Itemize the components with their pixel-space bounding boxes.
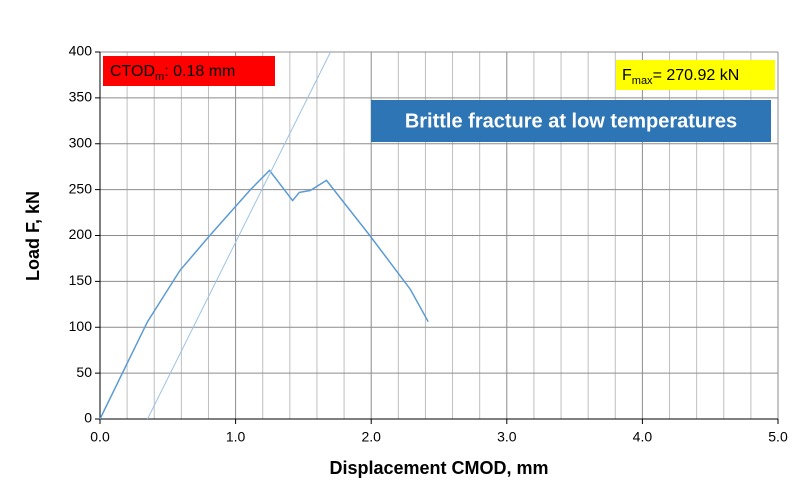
- y-tick-label: 150: [69, 272, 93, 288]
- fmax-rest: = 270.92 kN: [653, 67, 740, 84]
- y-axis-label: Load F, kN: [23, 191, 43, 281]
- ctod-annotation: CTODm: 0.18 mm: [110, 63, 235, 83]
- fmax-annotation: Fmax= 270.92 kN: [622, 67, 739, 87]
- data-line: [147, 51, 331, 420]
- ctod-sub: m: [155, 71, 164, 83]
- x-tick-label: 5.0: [768, 429, 788, 445]
- fracture-box: [371, 100, 771, 142]
- x-axis-label: Displacement CMOD, mm: [329, 458, 548, 478]
- y-tick-label: 100: [69, 318, 93, 334]
- y-tick-label: 350: [69, 89, 93, 105]
- data-line: [99, 169, 429, 420]
- fmax-sub: max: [632, 75, 653, 87]
- ctod-box: [103, 56, 275, 86]
- y-tick-label: 300: [69, 134, 93, 150]
- plot: [99, 51, 429, 420]
- ctod-text: CTOD: [110, 63, 155, 80]
- ctod-rest: : 0.18 mm: [164, 63, 235, 80]
- y-tick-label: 250: [69, 180, 93, 196]
- x-tick-label: 1.0: [226, 429, 246, 445]
- x-tick-label: 3.0: [497, 429, 517, 445]
- x-tick-label: 4.0: [633, 429, 653, 445]
- fracture-annotation: Brittle fracture at low temperatures: [405, 110, 737, 132]
- y-tick-label: 400: [69, 43, 93, 59]
- fmax-text: F: [622, 67, 632, 84]
- y-tick-label: 200: [69, 226, 93, 242]
- x-tick-label: 2.0: [361, 429, 381, 445]
- y-tick-label: 50: [76, 364, 92, 380]
- fmax-box: [616, 60, 775, 90]
- x-tick-label: 0.0: [90, 429, 110, 445]
- y-tick-label: 0: [84, 410, 92, 426]
